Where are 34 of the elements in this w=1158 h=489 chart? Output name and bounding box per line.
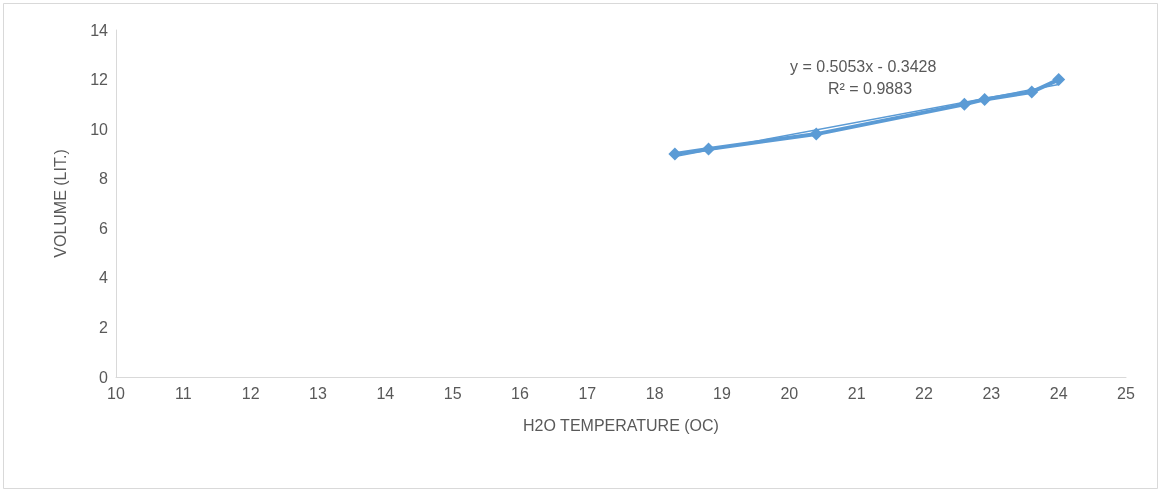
point	[702, 142, 716, 156]
x-tick-label: 18	[645, 384, 664, 402]
x-tick-label: 13	[309, 384, 327, 402]
y-tick-label: 0	[99, 368, 109, 386]
x-tick-label: 19	[713, 384, 731, 402]
y-tick-label: 12	[90, 71, 109, 89]
point	[1052, 73, 1066, 87]
x-tick-label: 24	[1049, 384, 1068, 402]
x-tick-label: 20	[780, 384, 799, 402]
x-tick-label: 17	[578, 384, 597, 402]
y-tick-label: 2	[99, 318, 109, 336]
x-tick-label: 25	[1117, 384, 1135, 402]
point	[668, 147, 682, 161]
x-tick-label: 22	[915, 384, 933, 402]
y-tick-label: 8	[99, 170, 109, 188]
x-axis-title: H2O TEMPERATURE (OC)	[523, 416, 719, 434]
x-tick-label: 21	[847, 384, 866, 402]
annotation: R² = 0.9883	[828, 79, 913, 97]
x-tick-label: 14	[376, 384, 395, 402]
annotation: y = 0.5053x - 0.3428	[790, 57, 937, 75]
y-tick-label: 4	[99, 269, 109, 287]
point	[978, 92, 992, 106]
point	[809, 127, 823, 141]
y-tick-label: 14	[90, 21, 109, 39]
x-tick-label: 15	[443, 384, 462, 402]
x-tick-label: 16	[511, 384, 529, 402]
point	[957, 97, 971, 111]
point	[1025, 85, 1039, 99]
x-tick-label: 12	[241, 384, 260, 402]
y-tick-label: 6	[99, 219, 109, 237]
x-tick-label: 11	[175, 384, 192, 402]
y-axis-title: VOLUME (LIT.)	[51, 149, 69, 258]
x-tick-label: 23	[982, 384, 1001, 402]
y-tick-label: 10	[90, 120, 109, 138]
